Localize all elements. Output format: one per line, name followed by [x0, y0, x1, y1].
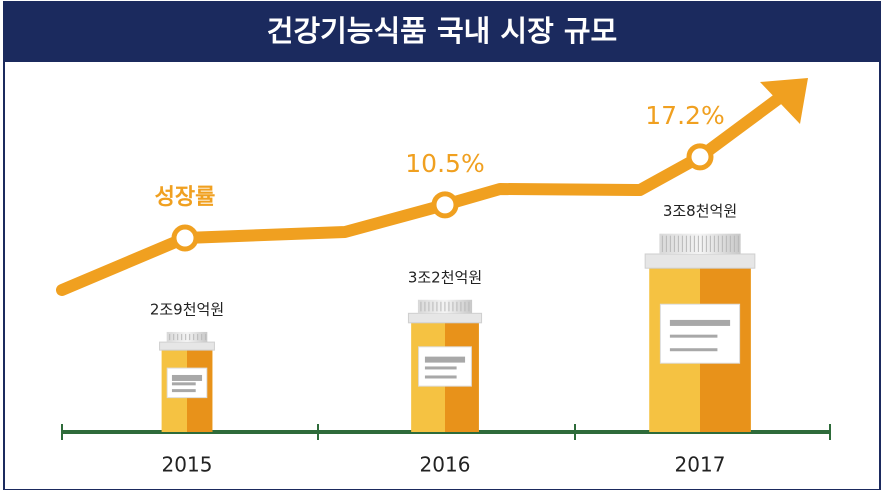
value-label: 3조8천억원: [663, 202, 737, 220]
cap-band: [407, 312, 483, 324]
x-tick-label: 2017: [675, 453, 726, 477]
value-label: 3조2천억원: [408, 268, 482, 286]
cap-band: [644, 253, 756, 269]
label-line: [171, 374, 203, 381]
bottle: [407, 299, 483, 432]
bottle: [644, 233, 756, 432]
label-line: [424, 366, 457, 370]
growth-start: [171, 224, 199, 252]
cap-top: [659, 233, 741, 254]
title-bar: [4, 2, 880, 62]
label-line: [424, 356, 466, 363]
growth-point: [431, 191, 459, 219]
baseline-ticks: [61, 424, 831, 440]
label-line: [669, 319, 731, 326]
growth-point: [686, 143, 714, 171]
label-line: [424, 375, 457, 379]
label-line: [669, 348, 718, 352]
x-tick-label: 2015: [162, 453, 213, 477]
cap-band: [159, 341, 215, 351]
growth-label: 17.2%: [645, 101, 724, 130]
label-line: [171, 389, 196, 393]
arrow-head: [760, 78, 808, 124]
label-line: [171, 382, 196, 386]
label-line: [669, 334, 718, 338]
value-label: 2조9천억원: [150, 300, 224, 318]
bottle-label: [659, 303, 741, 364]
chart-title: 건강기능식품 국내 시장 규모: [267, 14, 617, 48]
series-name: 성장률: [155, 185, 216, 210]
x-tick-label: 2016: [420, 453, 471, 477]
bottle: [159, 331, 215, 432]
cap-top: [166, 331, 208, 343]
growth-label: 10.5%: [405, 149, 484, 178]
